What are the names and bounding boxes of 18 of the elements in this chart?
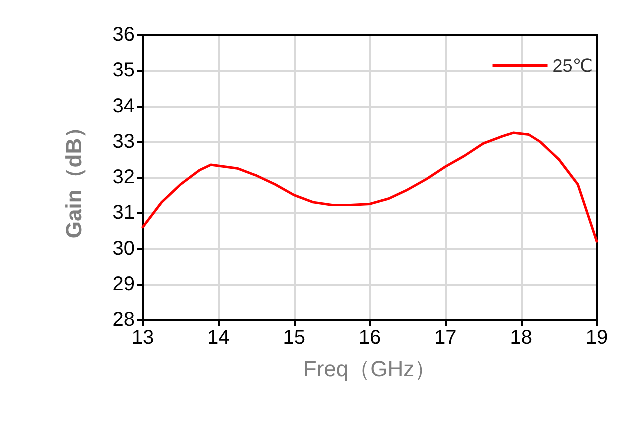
legend-label: 25℃ bbox=[552, 56, 594, 76]
x-tick-label: 14 bbox=[208, 327, 230, 349]
y-tick-label: 30 bbox=[112, 238, 135, 260]
y-tick-label: 29 bbox=[112, 273, 135, 296]
y-tick-label: 35 bbox=[112, 60, 135, 82]
x-tick-label: 19 bbox=[586, 327, 608, 349]
y-tick-label: 34 bbox=[112, 95, 135, 118]
y-axis-title: Gain（dB） bbox=[62, 116, 86, 239]
y-tick-label: 32 bbox=[112, 166, 135, 188]
x-axis-title: Freq（GHz） bbox=[303, 356, 437, 382]
x-tick-label: 18 bbox=[510, 327, 532, 349]
x-tick-label: 17 bbox=[434, 327, 457, 349]
y-tick-label: 31 bbox=[112, 202, 135, 224]
x-tick-label: 15 bbox=[283, 327, 306, 349]
y-tick-label: 33 bbox=[112, 130, 135, 153]
y-tick-label: 36 bbox=[112, 24, 135, 46]
line-series bbox=[142, 132, 598, 243]
x-tick-label: 16 bbox=[358, 327, 382, 349]
